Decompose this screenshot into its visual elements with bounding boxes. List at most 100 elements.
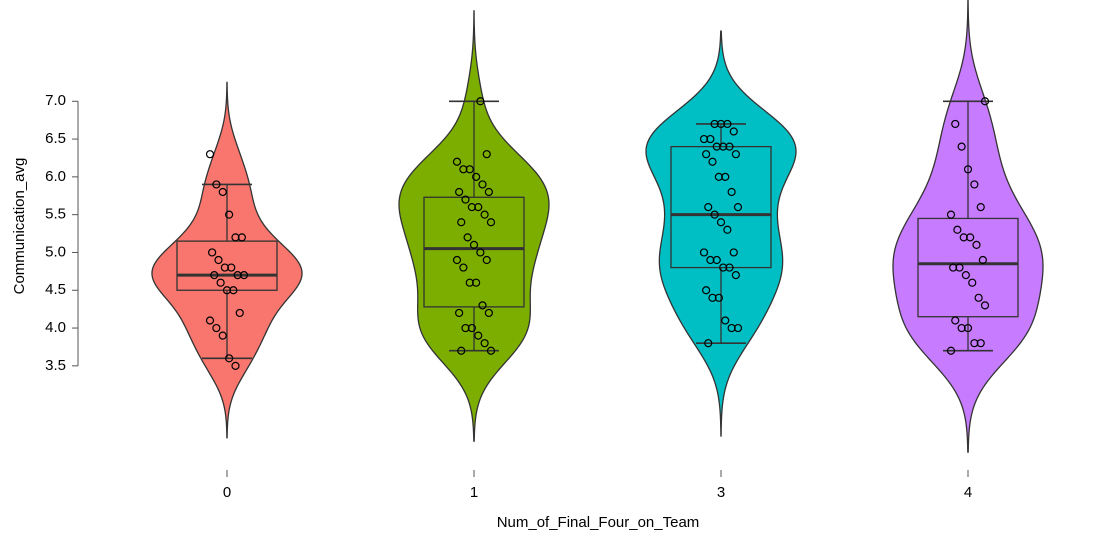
data-point: [714, 172, 723, 181]
data-point: [472, 172, 481, 181]
data-point: [710, 119, 719, 129]
data-point: [469, 240, 479, 249]
data-point: [461, 323, 470, 333]
data-point: [708, 157, 717, 166]
data-point: [222, 286, 232, 295]
data-point: [467, 323, 476, 333]
data-point: [976, 339, 985, 348]
x-tick-label: 0: [223, 484, 231, 501]
data-point: [702, 150, 711, 159]
data-point: [731, 150, 740, 159]
data-point: [949, 263, 958, 272]
data-point: [214, 255, 223, 265]
data-point: [976, 203, 985, 212]
data-point: [733, 203, 743, 212]
data-point: [719, 263, 728, 272]
data-point: [970, 180, 979, 189]
data-point: [484, 308, 493, 318]
data-point: [227, 263, 236, 272]
data-point: [974, 293, 983, 302]
data-point: [220, 263, 229, 272]
data-point: [721, 316, 730, 325]
y-tick-label: 5.0: [45, 243, 66, 260]
data-point: [457, 346, 466, 355]
y-tick-label: 4.5: [45, 281, 66, 298]
data-point: [970, 339, 979, 348]
data-point: [963, 323, 973, 333]
data-point: [710, 210, 719, 219]
x-axis-label: Num_of_Final_Four_on_Team: [497, 514, 700, 531]
data-point: [231, 361, 240, 370]
data-point: [225, 210, 234, 219]
y-tick-label: 7.0: [45, 92, 66, 109]
data-point: [480, 339, 489, 348]
box: [423, 196, 525, 308]
data-point: [955, 263, 964, 272]
data-point: [212, 180, 221, 189]
data-point: [719, 142, 728, 151]
data-point: [486, 346, 496, 355]
data-point: [980, 97, 990, 106]
data-point: [963, 165, 973, 174]
data-point: [212, 323, 221, 333]
data-point: [467, 203, 476, 212]
data-point: [953, 225, 962, 234]
data-point: [729, 127, 738, 136]
data-point: [455, 187, 464, 197]
data-point: [708, 293, 717, 302]
data-point: [725, 263, 734, 272]
data-point: [959, 233, 968, 242]
data-point: [729, 248, 738, 257]
data-point: [716, 119, 726, 129]
data-point: [968, 278, 977, 287]
data-point: [978, 255, 987, 265]
data-point: [946, 346, 956, 355]
data-point: [712, 142, 721, 151]
data-point: [951, 316, 960, 325]
y-axis-label: Communication_avg: [11, 158, 28, 295]
data-point: [463, 233, 472, 242]
data-point: [733, 323, 743, 333]
data-point: [478, 180, 487, 189]
data-point: [723, 225, 732, 234]
data-point: [472, 278, 481, 287]
data-point: [957, 142, 966, 151]
box: [670, 145, 772, 269]
data-point: [218, 331, 227, 340]
data-point: [474, 203, 483, 212]
data-point: [205, 150, 215, 159]
data-point: [476, 248, 485, 257]
data-point: [966, 233, 975, 242]
x-tick-label: 3: [717, 484, 725, 501]
data-point: [957, 323, 966, 333]
data-point: [946, 210, 956, 219]
data-point: [218, 187, 227, 197]
data-point: [465, 278, 474, 287]
data-point: [704, 203, 713, 212]
data-point: [233, 271, 242, 280]
data-point: [465, 165, 474, 174]
data-point: [457, 218, 466, 227]
y-tick-label: 3.5: [45, 357, 66, 374]
data-point: [716, 218, 726, 227]
data-point: [478, 301, 487, 310]
data-point: [484, 187, 493, 197]
data-point: [482, 150, 491, 159]
data-point: [714, 293, 723, 302]
data-point: [452, 255, 462, 265]
data-point: [474, 331, 483, 340]
data-point: [712, 255, 721, 265]
x-tick-label: 1: [470, 484, 478, 501]
data-point: [216, 278, 225, 287]
y-tick-label: 6.0: [45, 168, 66, 185]
data-point: [961, 271, 970, 280]
y-tick-label: 6.5: [45, 130, 66, 147]
data-point: [727, 323, 736, 333]
data-point: [235, 308, 244, 318]
data-point: [208, 248, 217, 257]
data-point: [482, 255, 491, 265]
data-point: [237, 233, 246, 242]
data-point: [723, 119, 732, 129]
data-point: [699, 134, 709, 144]
data-point: [225, 354, 234, 363]
